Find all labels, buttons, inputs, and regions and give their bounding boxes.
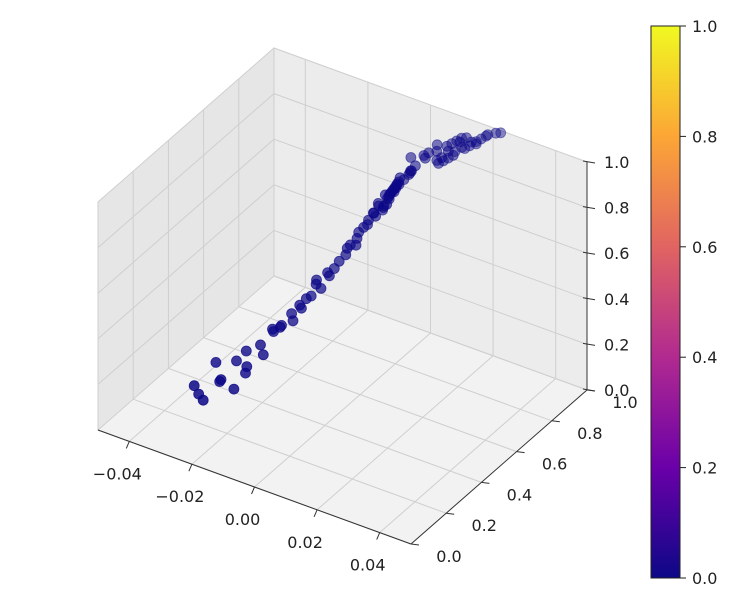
data-point: [351, 232, 363, 244]
data-point: [188, 380, 200, 392]
colorbar-tick-label: 1.0: [692, 17, 717, 36]
data-point: [419, 152, 431, 164]
grid-lines: [97, 47, 588, 545]
x-tick-label: −0.04: [93, 464, 142, 483]
x-axis-ticks: −0.04 −0.02 0.00 0.02 0.04: [93, 441, 386, 575]
z-tick: [582, 251, 596, 255]
data-point: [241, 361, 253, 373]
z-tick-label: 0.6: [604, 244, 629, 263]
y-tick: [516, 451, 525, 454]
data-point: [228, 383, 240, 395]
x-tick: [125, 441, 130, 449]
data-point: [470, 136, 482, 148]
data-point: [341, 242, 353, 254]
data-point: [255, 339, 266, 351]
data-point: [322, 267, 334, 279]
z-grid-line: [97, 93, 588, 248]
x-tick: [376, 532, 381, 540]
y-tick: [551, 420, 560, 423]
data-point: [257, 349, 269, 361]
data-point: [276, 319, 287, 331]
z-tick-label: 0.8: [604, 199, 629, 218]
y-tick: [410, 543, 420, 546]
y-tick-label: 0.0: [436, 547, 461, 566]
colorbar-gradient: [650, 25, 681, 579]
z-tick: [582, 342, 596, 346]
z-axis-ticks: 0.0 0.2 0.4 0.6 0.8 1.0: [582, 153, 629, 400]
data-point: [240, 345, 252, 357]
data-point: [294, 299, 306, 311]
data-point: [490, 127, 502, 139]
data-point: [406, 165, 417, 177]
y-tick-label: 1.0: [612, 393, 637, 412]
z-tick-label: 0.4: [604, 290, 629, 309]
x-tick: [188, 464, 193, 472]
y-axis-ticks: 0.0 0.2 0.4 0.6 0.8 1.0: [410, 389, 638, 566]
data-point: [300, 293, 312, 305]
z-tick: [582, 297, 596, 301]
data-point: [465, 136, 477, 148]
colorbar-tick-label: 0.6: [692, 238, 717, 257]
colorbar: 0.0 0.2 0.4 0.6 0.8 1.0: [650, 17, 717, 588]
data-point: [495, 127, 507, 139]
data-point: [482, 129, 494, 141]
data-point: [372, 197, 384, 209]
data-point: [405, 152, 417, 163]
data-point: [310, 278, 322, 290]
data-point: [268, 326, 279, 337]
x-tick-label: 0.04: [350, 556, 386, 575]
y-axis-line: [410, 389, 588, 545]
y-tick-label: 0.8: [577, 424, 602, 443]
z-tick: [582, 388, 596, 392]
z-tick: [582, 206, 596, 210]
z-tick-label: 1.0: [604, 153, 629, 172]
x-tick-label: 0.02: [287, 533, 323, 552]
y-tick-label: 0.2: [471, 516, 496, 535]
z-grid-line: [97, 47, 588, 203]
colorbar-tick-label: 0.2: [692, 459, 717, 478]
data-point: [431, 154, 443, 166]
z-tick-label: 0.2: [604, 335, 629, 354]
data-point: [475, 133, 487, 145]
axes-3d: [97, 46, 588, 545]
data-point: [391, 179, 402, 191]
x-tick: [251, 486, 255, 495]
scatter-points: [188, 127, 507, 406]
data-point: [470, 138, 482, 150]
y-tick: [481, 481, 490, 484]
x-tick: [313, 509, 318, 517]
z-tick: [582, 160, 596, 164]
z-grid-line: [97, 275, 588, 431]
z-grid-line: [97, 229, 588, 385]
colorbar-tick-label: 0.4: [692, 348, 717, 367]
y-tick-label: 0.6: [542, 455, 567, 474]
data-point: [480, 130, 492, 142]
data-point: [197, 394, 209, 406]
data-point: [231, 355, 242, 367]
y-tick: [446, 512, 455, 515]
z-tick-label: 0.0: [604, 381, 629, 400]
data-point: [384, 188, 396, 200]
z-grid-line: [97, 184, 588, 340]
colorbar-tick-label: 0.8: [692, 127, 717, 146]
z-grid-line: [97, 138, 588, 294]
y-tick-label: 0.4: [507, 485, 532, 504]
colorbar-tick-label: 0.0: [692, 569, 717, 588]
data-point: [210, 356, 222, 368]
x-tick-label: −0.02: [155, 487, 204, 506]
data-point: [287, 315, 299, 327]
x-tick-label: 0.00: [225, 510, 261, 529]
data-point: [215, 374, 227, 386]
